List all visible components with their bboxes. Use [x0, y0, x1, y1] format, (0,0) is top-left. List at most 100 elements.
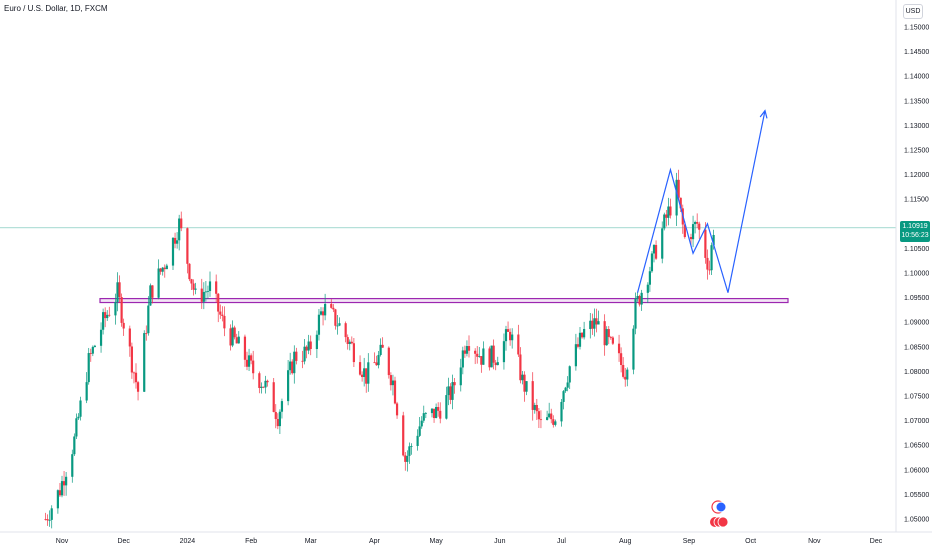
- candle: [377, 350, 380, 369]
- candle: [424, 411, 427, 419]
- candle: [71, 449, 74, 483]
- y-tick-label: 1.07500: [904, 394, 929, 401]
- x-tick-label: Dec: [870, 538, 883, 545]
- x-tick-label: Feb: [245, 538, 257, 545]
- candle: [652, 244, 656, 263]
- y-tick-label: 1.13000: [904, 123, 929, 130]
- candle: [708, 260, 711, 275]
- candle: [114, 293, 117, 325]
- y-tick-label: 1.05500: [904, 492, 929, 499]
- candle: [79, 396, 82, 421]
- candle: [667, 197, 670, 226]
- candle: [648, 266, 651, 292]
- candle: [593, 308, 596, 337]
- candle: [365, 368, 368, 393]
- candle: [373, 352, 376, 364]
- candle: [589, 313, 592, 339]
- candle: [149, 283, 152, 306]
- candle: [163, 264, 166, 278]
- candle: [387, 346, 390, 379]
- flag-event-icon[interactable]: [710, 516, 729, 528]
- y-tick-label: 1.10000: [904, 271, 929, 278]
- candle: [430, 408, 434, 418]
- candle: [363, 357, 366, 387]
- event-marker-icon[interactable]: [711, 500, 727, 514]
- candle: [87, 347, 90, 385]
- candle: [696, 213, 699, 229]
- candle: [640, 289, 643, 311]
- candle: [200, 278, 203, 309]
- candle: [568, 365, 571, 390]
- candle: [128, 325, 131, 357]
- candle: [134, 363, 138, 389]
- x-tick-label: 2024: [180, 538, 196, 545]
- candle: [151, 285, 154, 304]
- candle: [675, 172, 678, 226]
- time-axis[interactable]: Nov Dec 2024 Feb Mar Apr May Jun Jul Aug Sep Oct Nov…: [0, 531, 932, 545]
- candle: [650, 251, 654, 273]
- candle: [622, 357, 625, 379]
- candle: [336, 315, 339, 335]
- candle: [361, 371, 364, 382]
- candle: [233, 325, 236, 340]
- candle: [422, 405, 425, 423]
- candle: [389, 372, 392, 391]
- price-axis[interactable]: 1.15000 1.14500 1.14000 1.13500 1.13000 1.125…: [895, 0, 932, 550]
- candles-layer: [44, 169, 715, 529]
- candle: [116, 272, 119, 312]
- candle: [437, 402, 440, 417]
- candle: [245, 351, 249, 371]
- candle: [478, 347, 481, 358]
- candle: [595, 308, 598, 333]
- candle: [120, 293, 123, 327]
- y-tick-label: 1.09000: [904, 320, 929, 327]
- x-tick-label: Nov: [56, 538, 69, 545]
- candle: [580, 332, 584, 339]
- support-zone[interactable]: [99, 297, 789, 304]
- x-tick-label: Mar: [305, 538, 318, 545]
- candle: [560, 398, 563, 427]
- candle: [525, 381, 528, 396]
- y-tick-label: 1.13500: [904, 98, 929, 105]
- projection-path[interactable]: [636, 110, 766, 293]
- candle: [165, 263, 168, 270]
- candle: [143, 330, 146, 393]
- candle: [287, 359, 290, 406]
- projection-layer[interactable]: [636, 109, 768, 293]
- candle: [171, 236, 175, 270]
- candle: [157, 259, 160, 300]
- y-tick-label: 1.14000: [904, 74, 929, 81]
- candle: [646, 282, 649, 304]
- x-tick-label: Sep: [683, 538, 696, 545]
- candle: [367, 353, 370, 392]
- candle: [274, 404, 277, 429]
- candle: [408, 442, 411, 464]
- candle: [358, 355, 362, 376]
- candle: [420, 416, 423, 429]
- candle: [291, 359, 294, 375]
- candle: [391, 374, 395, 396]
- candle: [461, 346, 464, 375]
- candle: [677, 169, 680, 200]
- candle: [474, 348, 477, 365]
- candle: [237, 331, 240, 344]
- y-tick-label: 1.12500: [904, 148, 929, 155]
- candle: [439, 402, 442, 424]
- candle: [264, 375, 267, 394]
- candle: [576, 337, 580, 349]
- candle: [208, 271, 212, 297]
- candle: [467, 335, 471, 358]
- candle: [192, 279, 195, 296]
- candle: [449, 383, 452, 405]
- candle: [108, 306, 111, 317]
- x-tick-label: Apr: [369, 538, 381, 545]
- candle: [332, 304, 335, 313]
- candle: [463, 345, 466, 358]
- candle: [609, 335, 612, 340]
- candle: [229, 324, 232, 351]
- y-tick-label: 1.05000: [904, 517, 929, 524]
- currency-button[interactable]: USD: [903, 4, 923, 19]
- candle: [546, 410, 549, 421]
- x-tick-label: Jul: [557, 538, 566, 545]
